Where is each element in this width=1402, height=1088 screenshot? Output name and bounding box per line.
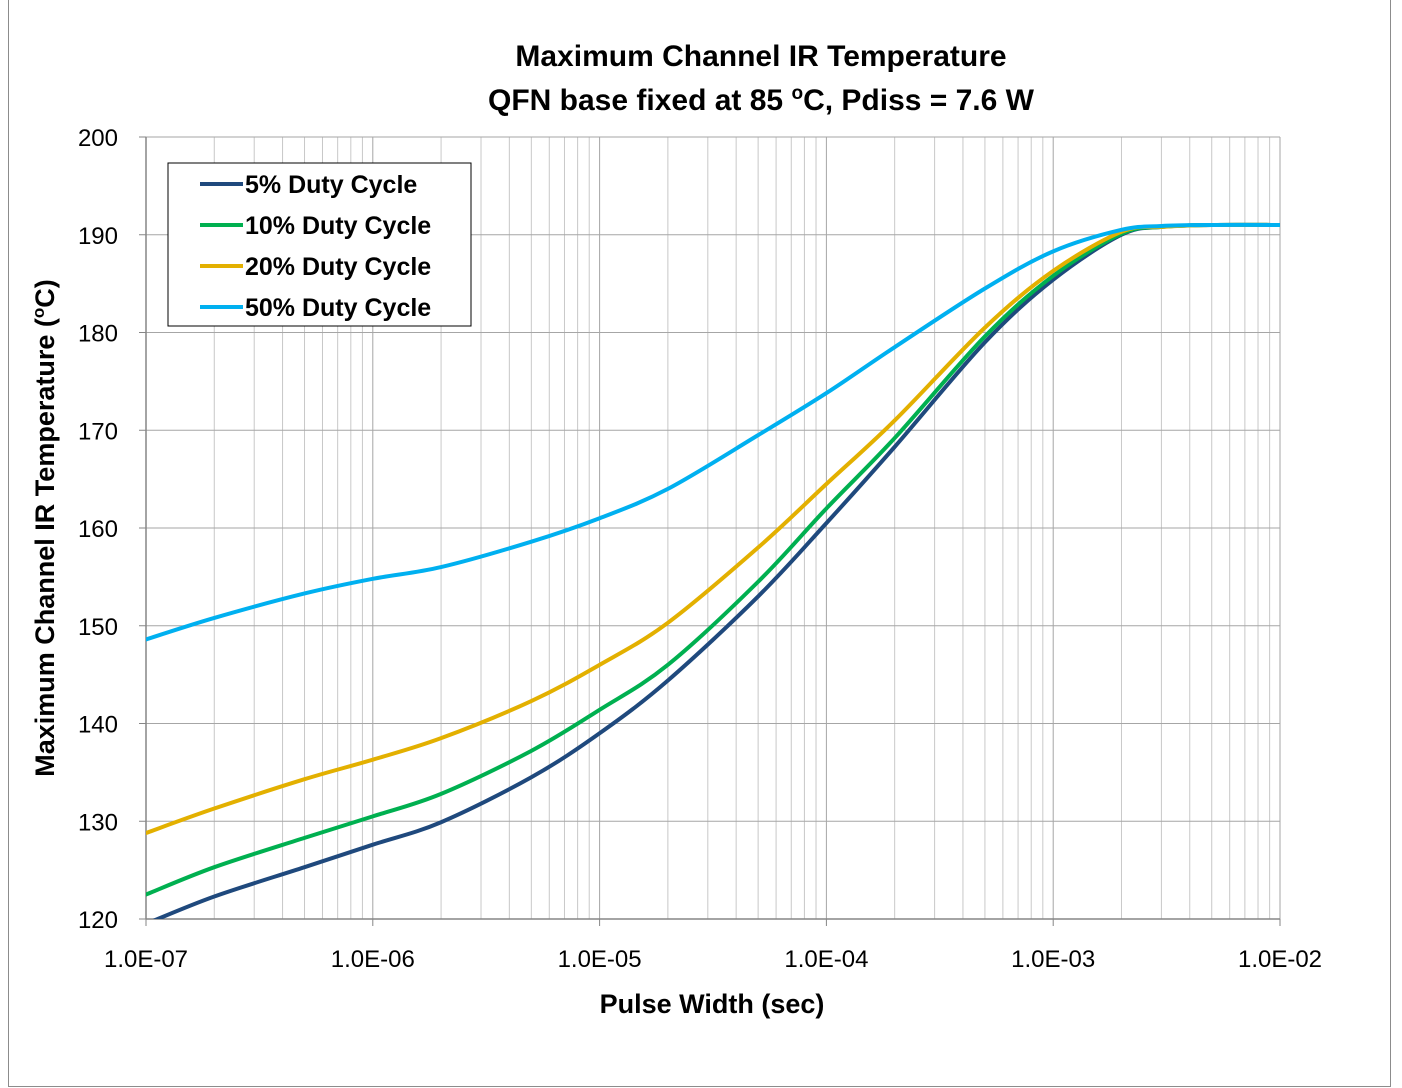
series-lines bbox=[146, 222, 1280, 919]
x-tick-label: 1.0E-02 bbox=[1238, 946, 1322, 973]
y-tick-label: 150 bbox=[78, 614, 118, 641]
legend: 5% Duty Cycle 10% Duty Cycle 20% Duty Cycl… bbox=[167, 162, 472, 327]
series-line-1 bbox=[152, 222, 1280, 919]
series-line-4 bbox=[146, 222, 1280, 642]
x-axis-label: Pulse Width (sec) bbox=[600, 989, 825, 1019]
y-tick-label: 190 bbox=[78, 223, 118, 250]
legend-box bbox=[167, 162, 472, 327]
x-tick-label: 1.0E-03 bbox=[1011, 946, 1095, 973]
legend-label: 5% Duty Cycle bbox=[245, 171, 417, 199]
legend-label: 50% Duty Cycle bbox=[245, 294, 431, 322]
y-tick-label: 170 bbox=[78, 418, 118, 445]
axes: 120 130 140 150 160 170 180 190 200 1.0E-07 1.0E-0… bbox=[78, 125, 1322, 973]
chart-title: Maximum Channel IR Temperature bbox=[515, 40, 1006, 73]
y-axis-label: Maximum Channel IR Temperature (oC) bbox=[29, 279, 60, 776]
x-tick-label: 1.0E-07 bbox=[104, 946, 188, 973]
y-tick-label: 200 bbox=[78, 125, 118, 152]
y-tick-label: 130 bbox=[78, 809, 118, 836]
legend-label: 10% Duty Cycle bbox=[245, 212, 431, 240]
chart-subtitle: QFN base fixed at 85 oC, Pdiss = 7.6 W bbox=[488, 83, 1035, 117]
y-tick-label: 120 bbox=[78, 907, 118, 934]
y-tick-label: 180 bbox=[78, 321, 118, 348]
x-tick-label: 1.0E-05 bbox=[558, 946, 642, 973]
x-tick-label: 1.0E-04 bbox=[784, 946, 868, 973]
y-tick-label: 140 bbox=[78, 712, 118, 739]
legend-label: 20% Duty Cycle bbox=[245, 253, 431, 281]
x-tick-label: 1.0E-06 bbox=[331, 946, 415, 973]
y-tick-label: 160 bbox=[78, 516, 118, 543]
